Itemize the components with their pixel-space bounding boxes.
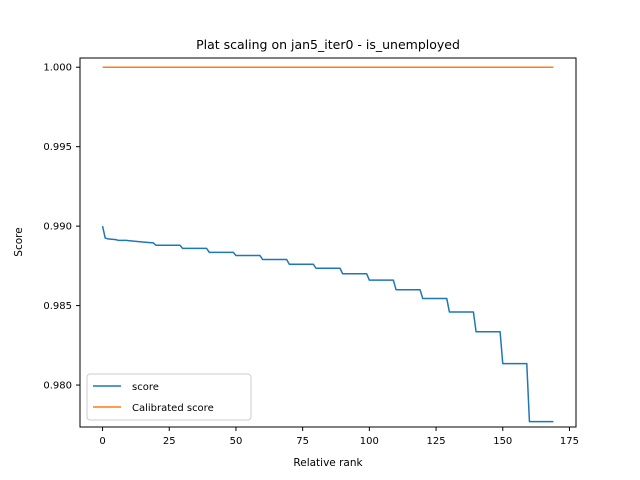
x-tick-label: 25	[163, 436, 176, 447]
plot-area	[101, 66, 554, 423]
chart-title: Plat scaling on jan5_iter0 - is_unemploy…	[196, 37, 460, 52]
y-tick-label: 0.980	[43, 381, 72, 392]
x-tick-label: 175	[560, 436, 579, 447]
y-tick-label: 0.995	[43, 142, 72, 153]
x-tick-label: 100	[360, 436, 379, 447]
legend-box	[86, 373, 252, 421]
x-axis-label: Relative rank	[293, 457, 363, 469]
x-axis: 0 25 50 75 100 125 150 175	[99, 427, 579, 447]
y-tick-label: 0.990	[43, 222, 72, 233]
y-axis-label: Score	[13, 227, 25, 256]
y-tick-label: 0.985	[43, 301, 72, 312]
series-line-score	[101, 225, 554, 423]
y-tick-label: 1.000	[43, 63, 72, 74]
x-tick-label: 125	[427, 436, 446, 447]
legend: score Calibrated score	[86, 373, 252, 421]
y-axis: 0.980 0.985 0.990 0.995 1.000	[43, 63, 80, 392]
x-tick-label: 0	[99, 436, 105, 447]
plot-frame	[79, 57, 577, 428]
legend-label-score: score	[132, 382, 159, 393]
x-tick-label: 75	[296, 436, 309, 447]
legend-label-calibrated-score: Calibrated score	[132, 403, 214, 414]
x-tick-label: 50	[230, 436, 243, 447]
x-tick-label: 150	[493, 436, 512, 447]
